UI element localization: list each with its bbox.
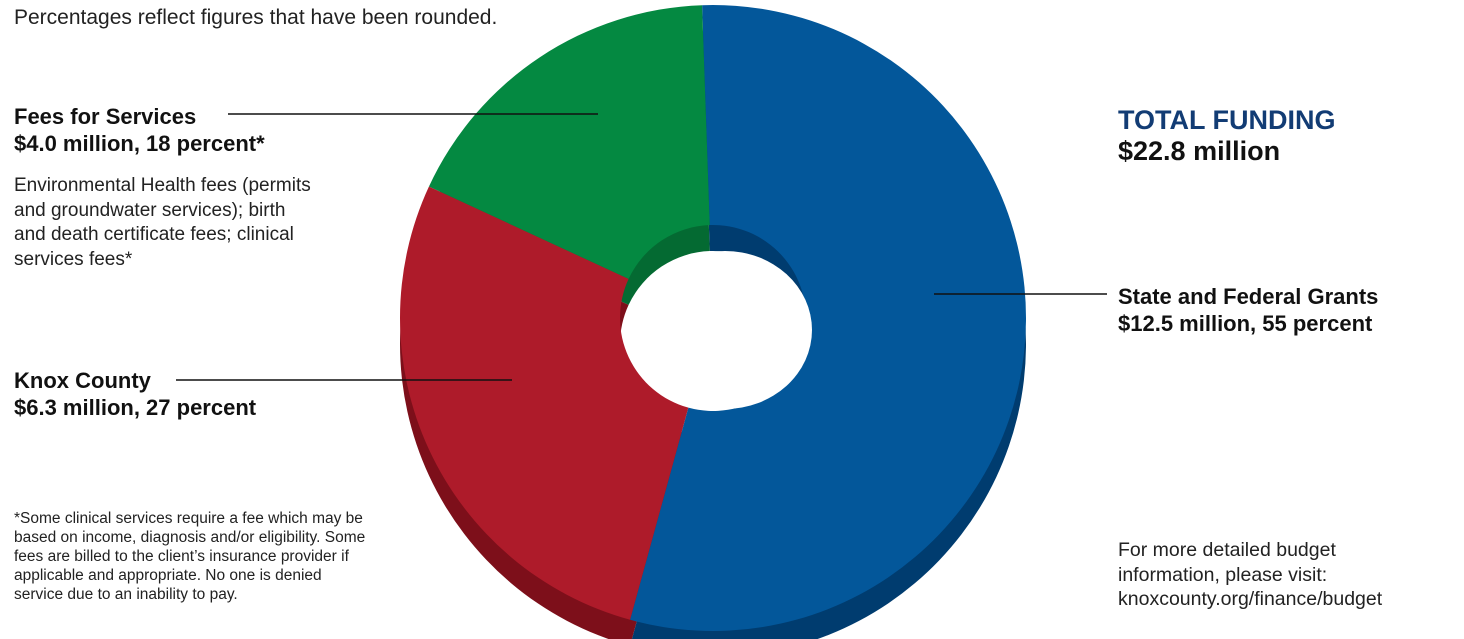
more-info: For more detailed budget information, pl… xyxy=(1118,538,1458,612)
leader-lines xyxy=(176,113,1107,381)
label-state-federal-grants: State and Federal Grants $12.5 million, … xyxy=(1118,283,1458,337)
total-funding-value: $22.8 million xyxy=(1118,136,1281,166)
label-grants-amount: $12.5 million, 55 percent xyxy=(1118,311,1373,336)
label-knox-amount: $6.3 million, 27 percent xyxy=(14,395,257,420)
more-info-line2: information, please visit: xyxy=(1118,563,1328,586)
rounding-note: Percentages reflect figures that have be… xyxy=(14,6,498,29)
donut-slices xyxy=(400,5,1026,631)
more-info-link[interactable]: knoxcounty.org/finance/budget xyxy=(1118,588,1383,610)
donut-hole xyxy=(638,251,812,409)
label-fees-for-services: Fees for Services $4.0 million, 18 perce… xyxy=(14,103,414,157)
label-knox-name: Knox County xyxy=(14,368,151,393)
more-info-line1: For more detailed budget xyxy=(1118,539,1336,561)
label-knox-county: Knox County $6.3 million, 27 percent xyxy=(14,367,414,421)
slice-fees-for-services xyxy=(428,5,710,279)
label-fees-amount: $4.0 million, 18 percent* xyxy=(14,131,265,156)
total-funding-title: TOTAL FUNDING xyxy=(1118,105,1336,135)
slice-knox-county xyxy=(400,186,689,620)
label-grants-name: State and Federal Grants xyxy=(1118,284,1379,309)
footnote: *Some clinical services require a fee wh… xyxy=(14,510,366,603)
slice-state-and-federal-grants xyxy=(630,5,1026,631)
fees-description: Environmental Health fees (permits and g… xyxy=(14,175,311,270)
label-fees-name: Fees for Services xyxy=(14,104,197,129)
total-funding: TOTAL FUNDING $22.8 million xyxy=(1118,105,1438,167)
